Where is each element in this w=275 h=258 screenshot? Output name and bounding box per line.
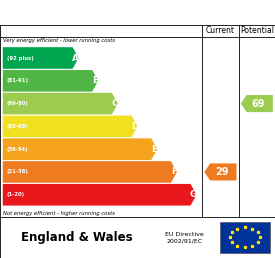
Text: A: A bbox=[72, 53, 79, 62]
Text: Very energy efficient - lower running costs: Very energy efficient - lower running co… bbox=[3, 38, 115, 43]
Polygon shape bbox=[241, 95, 273, 112]
Polygon shape bbox=[3, 70, 98, 92]
Text: EU Directive
2002/91/EC: EU Directive 2002/91/EC bbox=[165, 232, 204, 243]
Text: Energy Efficiency Rating: Energy Efficiency Rating bbox=[46, 6, 229, 19]
Text: (92 plus): (92 plus) bbox=[7, 55, 34, 61]
Polygon shape bbox=[3, 93, 118, 114]
Text: 29: 29 bbox=[215, 167, 229, 177]
Text: B: B bbox=[92, 76, 99, 85]
Polygon shape bbox=[3, 161, 177, 183]
Text: (81-91): (81-91) bbox=[7, 78, 29, 83]
Polygon shape bbox=[3, 47, 79, 69]
Text: Current: Current bbox=[206, 26, 235, 35]
Text: Potential: Potential bbox=[240, 26, 274, 35]
Text: C: C bbox=[112, 99, 118, 108]
Text: F: F bbox=[171, 167, 177, 176]
Polygon shape bbox=[3, 138, 157, 160]
Text: Not energy efficient - higher running costs: Not energy efficient - higher running co… bbox=[3, 211, 115, 216]
Polygon shape bbox=[3, 184, 197, 206]
Text: G: G bbox=[190, 190, 197, 199]
Text: 69: 69 bbox=[252, 99, 265, 109]
Text: England & Wales: England & Wales bbox=[21, 231, 133, 244]
Text: (69-80): (69-80) bbox=[7, 101, 29, 106]
Text: (39-54): (39-54) bbox=[7, 147, 29, 152]
Text: D: D bbox=[131, 122, 138, 131]
Text: E: E bbox=[151, 145, 157, 154]
FancyBboxPatch shape bbox=[220, 222, 270, 253]
Polygon shape bbox=[3, 116, 138, 137]
Polygon shape bbox=[204, 163, 236, 181]
Text: (21-38): (21-38) bbox=[7, 170, 29, 174]
Text: (1-20): (1-20) bbox=[7, 192, 25, 197]
Text: (55-68): (55-68) bbox=[7, 124, 29, 129]
